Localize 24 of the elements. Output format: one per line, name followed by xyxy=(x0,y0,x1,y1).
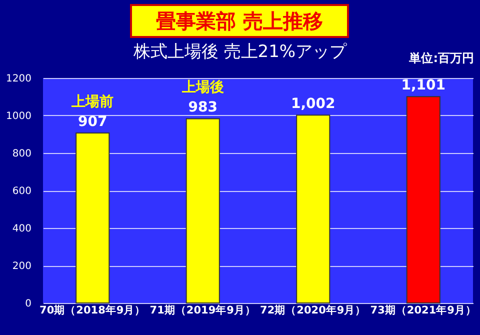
x-tick-label: 72期（2020年9月） xyxy=(260,304,366,316)
bar xyxy=(406,96,440,304)
chart-title: 畳事業部 売上推移 xyxy=(130,4,349,38)
y-tick-label: 800 xyxy=(12,148,32,160)
y-tick-label: 200 xyxy=(12,261,32,272)
chart-subtitle: 株式上場後 売上21%アップ xyxy=(133,42,347,62)
y-tick-label: 400 xyxy=(12,224,32,234)
bar xyxy=(296,114,330,304)
y-tick-label: 1000 xyxy=(6,111,32,122)
data-label: 983 xyxy=(188,100,218,116)
x-tick-label: 70期（2018年9月） xyxy=(40,304,146,316)
y-tick-label: 600 xyxy=(12,186,32,197)
y-tick-label: 1200 xyxy=(6,74,32,84)
x-tick-label: 71期（2019年9月） xyxy=(150,304,256,316)
data-label: 907 xyxy=(78,114,108,130)
bar xyxy=(186,118,220,304)
data-label: 1,002 xyxy=(290,96,336,112)
data-label: 1,101 xyxy=(401,78,446,94)
y-tick-label: 0 xyxy=(25,298,32,310)
bar xyxy=(76,132,110,304)
annotation: 上場後 xyxy=(180,80,224,96)
x-tick-label: 73期（2021年9月） xyxy=(370,304,476,316)
annotation: 上場前 xyxy=(70,94,114,110)
text: 単位:百万円 xyxy=(409,50,474,67)
